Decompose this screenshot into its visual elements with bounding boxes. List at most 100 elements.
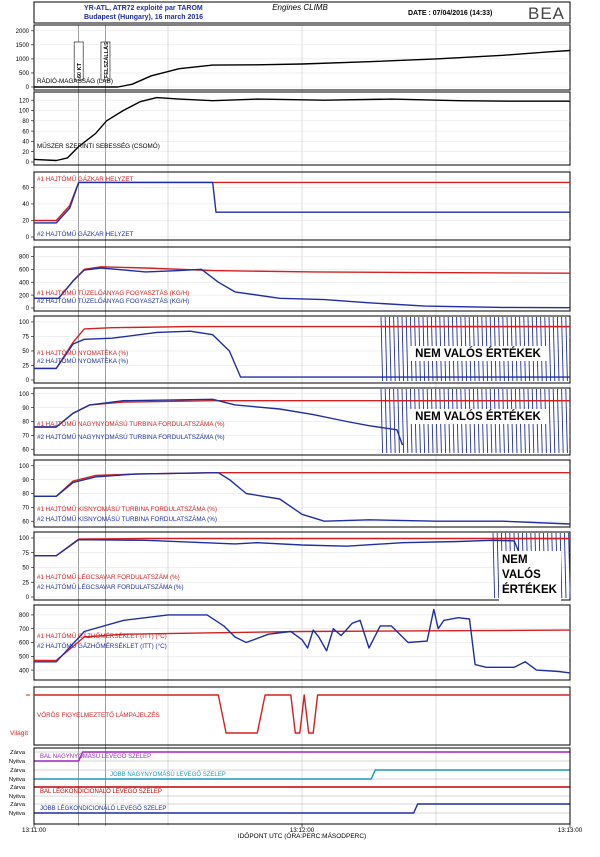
series-8-1: [34, 608, 571, 674]
ytick-label-7-4: 0: [26, 595, 30, 601]
series-label2-6: #2 HAJTÓMŰ KISNYOMÁSÚ TURBINA FORDULATSZ…: [37, 514, 217, 523]
series-label-2: #1 HAJTÓMŰ GÁZKAR HELYZET: [37, 174, 134, 183]
state-open-2: Nyitva: [9, 794, 26, 800]
invalid-stroke-5-5: [401, 388, 405, 454]
ytick-label-4-1: 75: [22, 335, 29, 341]
panel-frame-4: [33, 315, 571, 384]
panel-7: 100 75 50 25 0 NEM VALÓS ÉRTÉKEK #1 HAJTÓMŰ LÉGC…: [19, 531, 571, 601]
panel-2: 60 40 20 0 #1 HAJTÓMŰ GÁZKAR HELYZET #2 HAJTÓ…: [22, 171, 571, 241]
marker-60kt-box: [73, 41, 84, 81]
valve-track-3: Zárva Nyitva JOBB LÉGKONDICIONÁLÓ LEVEGŐ S…: [9, 802, 570, 817]
ytick-label-1-3: 60: [22, 129, 29, 135]
panel-frame-3: [33, 246, 571, 312]
panel-6: 100 90 80 70 60 #1 HAJTÓMŰ KISNYOMÁSÚ TURBINA…: [19, 459, 571, 528]
series-label-0: RÁDIÓ-MAGASSÁG (LÁB): [37, 76, 113, 85]
invalid-stroke-4-1: [384, 316, 388, 382]
bea-logo: BEA: [528, 4, 565, 23]
panels: 60 KT FELSZÁLLÁS2000150010005000RÁDIÓ-MAG…: [10, 24, 571, 826]
series-label-3: #1 HAJTÓMŰ TÜZELŐANYAG FOGYASZTÁS (KG/H): [37, 288, 189, 297]
marker-felszallas-box: [100, 41, 111, 81]
valve-series-1: [34, 769, 570, 780]
header-date: DATE : 07/04/2016 (14:33): [408, 10, 492, 17]
series-2-1: [34, 181, 570, 224]
state-open-1: Nyitva: [9, 777, 26, 783]
series-1-0: [33, 96, 570, 162]
valve-series-3: [34, 803, 570, 814]
series-label-1: MŰSZER SZERINTI SEBESSÉG (CSOMÓ): [37, 141, 160, 150]
state-closed-0: Zárva: [10, 750, 26, 756]
ytick-label-0-3: 500: [19, 71, 30, 77]
header-box: [33, 1, 571, 24]
ytick-label-2-0: 60: [22, 186, 29, 192]
invalid-stroke-4-43: [561, 316, 564, 382]
invalid-stroke-5-6: [405, 388, 409, 454]
ytick-label-5-1: 90: [22, 406, 29, 412]
ytick-label-3-4: 0: [26, 306, 30, 312]
marker-60kt-label: 60 KT: [77, 62, 83, 78]
panel-frame-7: [33, 531, 571, 601]
panel-0: 2000 1500 1000 500 0 RÁDIÓ-MAGASSÁG (LÁB): [16, 24, 571, 91]
invalid-stroke-5-4: [397, 388, 400, 454]
ytick-label-4-4: 0: [26, 378, 30, 384]
ytick-label-4-0: 100: [19, 320, 30, 326]
ytick-label-4-3: 25: [22, 364, 29, 370]
ytick-label-6-2: 80: [22, 492, 29, 498]
ytick-label-4-2: 50: [22, 349, 29, 355]
invalid-stroke-7-18: [568, 532, 571, 599]
panel-frame-0: [33, 24, 571, 91]
series-7-1: [34, 539, 538, 598]
panel-frame-9: [33, 686, 571, 746]
series-label-7: #1 HAJTÓMŰ LÉGCSAVAR FORDULATSZÁM (%): [37, 572, 180, 581]
series-label2-8: #2 HAJTÓMŰ GÁZHŐMÉRSÉKLET (ITT) (°C): [37, 641, 167, 650]
series-label-8: #1 HAJTÓMŰ GÁZHŐMÉRSÉKLET (ITT) (°C): [37, 631, 167, 640]
series-label2-2: #2 HAJTÓMŰ GÁZKAR HELYZET: [37, 229, 134, 238]
ytick-label-7-3: 25: [22, 580, 29, 586]
ytick-label-0-4: 0: [26, 85, 30, 91]
ytick-label-3-2: 400: [19, 280, 30, 286]
ytick-label-6-0: 100: [19, 464, 30, 470]
invalid-stroke-4-0: [380, 316, 384, 382]
invalid-stroke-4-41: [552, 316, 556, 382]
state-open-3: Nyitva: [9, 811, 26, 817]
ytick-label-1-5: 20: [22, 150, 29, 156]
series-9-0: [34, 694, 570, 734]
ytick-label-1-6: 0: [26, 160, 30, 166]
header-line1: YR-ATL, ATR72 exploité par TAROM: [84, 5, 203, 12]
invalid-stroke-5-1: [384, 388, 388, 454]
state-closed-3: Zárva: [10, 802, 26, 808]
invalid-stroke-5-43: [561, 388, 564, 454]
ytick-label-6-1: 90: [22, 478, 29, 484]
invalid-stroke-4-2: [388, 316, 392, 382]
ytick-label-7-2: 50: [22, 566, 29, 572]
ytick-label-8-1: 700: [19, 627, 30, 633]
x-axis-label: IDŐPONT UTC (ÓRA:PERC:MÁSODPERC): [238, 831, 366, 840]
panel-8: 800 700 600 500 400 #1 HAJTÓMŰ GÁZHŐMÉRSÉKLET…: [19, 604, 571, 681]
invalid-stroke-4-6: [405, 316, 409, 382]
panel-frame-2: [33, 171, 571, 241]
ytick-label-5-0: 100: [19, 392, 30, 398]
valve-label-2: BAL LÉGKONDICIONÁLÓ LEVEGŐ SZELEP: [40, 788, 162, 795]
ytick-label-3-3: 200: [19, 293, 30, 299]
series-label-4: #1 HAJTÓMŰ NYOMATÉKA (%): [37, 348, 128, 357]
invalid-stroke-5-42: [556, 388, 560, 454]
invalid-stroke-7-17: [563, 532, 567, 599]
series-4-1: [34, 330, 570, 378]
state-open-0: Nyitva: [9, 759, 26, 765]
header-center-title: Engines CLIMB: [272, 3, 328, 12]
series-5-1: [34, 398, 404, 446]
invalid-text-bg-5: [408, 409, 548, 424]
series-label-9: VÖRÖS FIGYELMEZTETŐ LÁMPAJELZÉS: [37, 710, 160, 719]
state-closed-1: Zárva: [10, 768, 26, 774]
ytick-label-2-2: 20: [22, 219, 29, 225]
invalid-stroke-4-3: [393, 316, 396, 382]
invalid-stroke-4-4: [397, 316, 400, 382]
state-closed-2: Zárva: [10, 785, 26, 791]
ytick-label-0-2: 1000: [16, 57, 30, 63]
header-line2: Budapest (Hungary), 16 march 2016: [84, 14, 203, 21]
valve-label-0: BAL NAGYNYOMÁSÚ LEVEGŐ SZELEP: [40, 753, 151, 760]
invalid-text-4: NEM VALÓS ÉRTÉKEK: [415, 347, 541, 360]
ytick-label-1-4: 40: [22, 140, 29, 146]
invalid-stroke-5-0: [380, 388, 384, 454]
invalid-stroke-4-40: [548, 316, 552, 382]
